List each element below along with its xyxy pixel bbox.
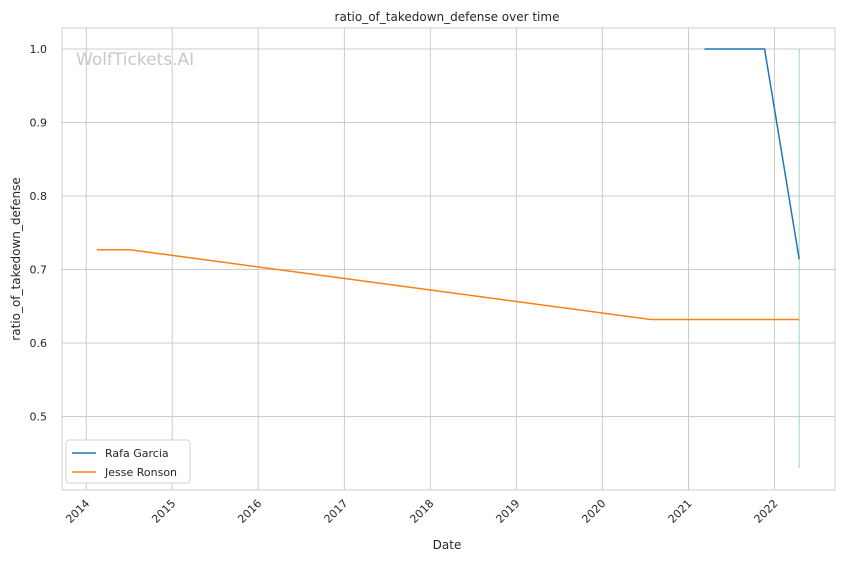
x-tick-label: 2017 bbox=[322, 497, 351, 526]
watermark: WolfTickets.AI bbox=[76, 50, 194, 70]
x-axis-ticks: 2014 2015 2016 2017 2018 2019 2020 2021 2022 bbox=[63, 497, 780, 526]
x-tick-label: 2016 bbox=[235, 497, 264, 526]
y-tick-label: 1.0 bbox=[30, 43, 48, 56]
x-tick-label: 2018 bbox=[407, 497, 436, 526]
grid bbox=[62, 28, 835, 490]
y-tick-label: 0.9 bbox=[30, 117, 48, 130]
legend-label-rafa-garcia: Rafa Garcia bbox=[105, 447, 169, 460]
chart-title: ratio_of_takedown_defense over time bbox=[335, 10, 560, 24]
y-tick-label: 0.7 bbox=[30, 264, 48, 277]
y-axis-ticks: 0.5 0.6 0.7 0.8 0.9 1.0 bbox=[30, 43, 48, 424]
y-tick-label: 0.5 bbox=[30, 411, 48, 424]
x-tick-label: 2020 bbox=[579, 497, 608, 526]
series-line-rafa-garcia bbox=[704, 48, 800, 260]
x-tick-label: 2014 bbox=[63, 497, 92, 526]
x-tick-label: 2015 bbox=[149, 497, 178, 526]
series-lines bbox=[96, 48, 800, 468]
y-tick-label: 0.6 bbox=[30, 337, 48, 350]
legend-label-jesse-ronson: Jesse Ronson bbox=[104, 466, 177, 479]
legend-box bbox=[65, 439, 191, 484]
x-tick-label: 2021 bbox=[666, 497, 695, 526]
y-axis-label: ratio_of_takedown_defense bbox=[9, 177, 23, 340]
legend: Rafa Garcia Jesse Ronson bbox=[65, 439, 191, 484]
series-line-jesse-ronson bbox=[96, 248, 800, 321]
y-tick-label: 0.8 bbox=[30, 190, 48, 203]
x-tick-label: 2019 bbox=[493, 497, 522, 526]
plot-frame bbox=[61, 27, 836, 491]
x-axis-label: Date bbox=[433, 538, 462, 552]
x-tick-label: 2022 bbox=[752, 497, 781, 526]
